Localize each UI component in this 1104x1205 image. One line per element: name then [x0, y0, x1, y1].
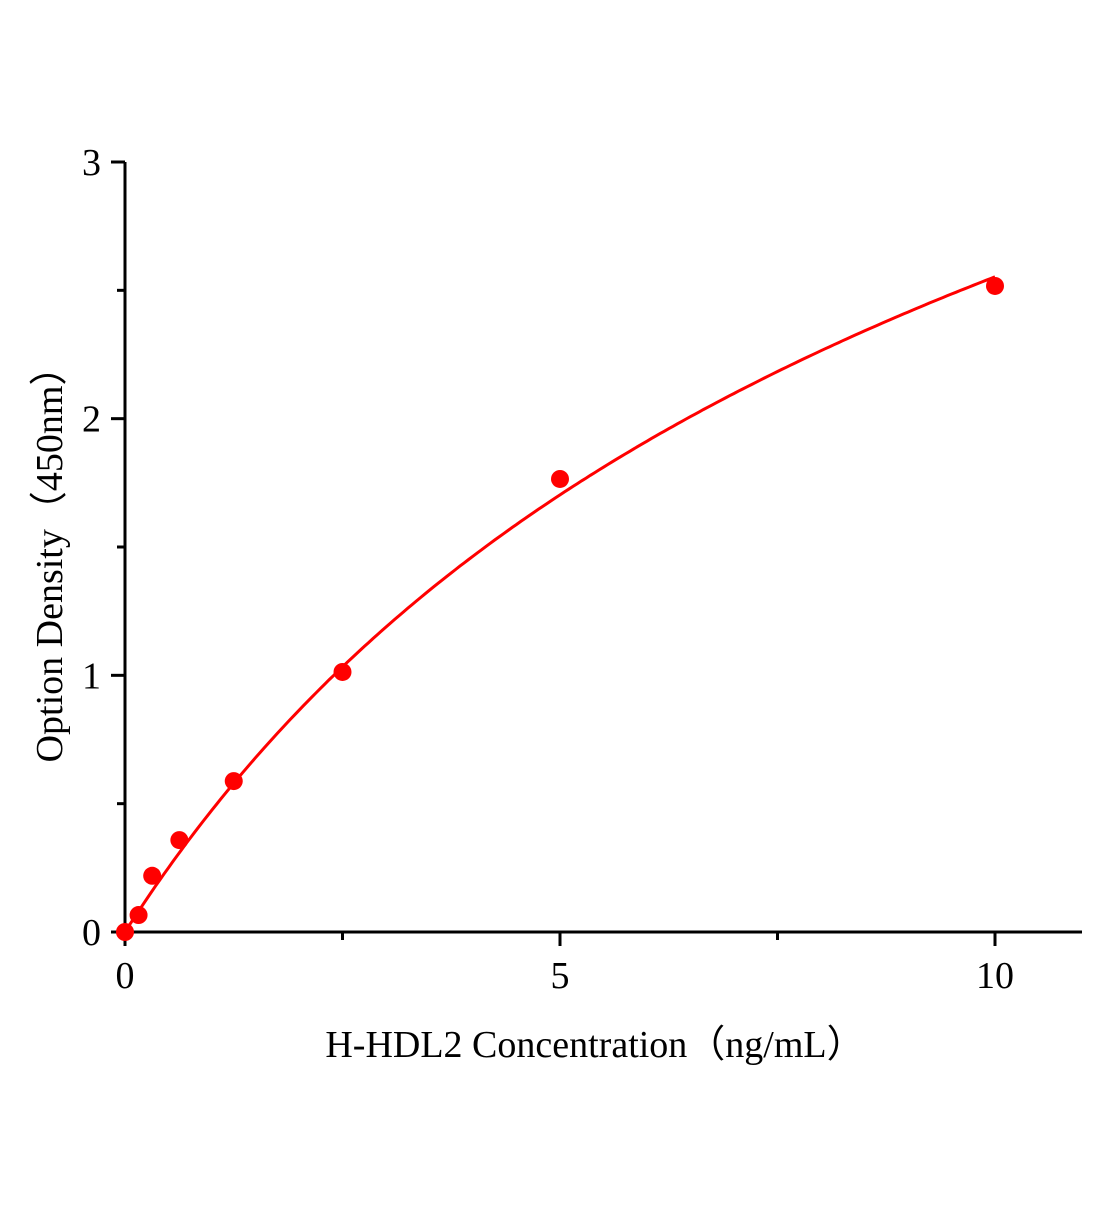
y-tick-label: 3: [82, 142, 101, 184]
points-group: [116, 276, 1004, 941]
y-axis-label: Option Density（450nm）: [29, 348, 71, 763]
data-point: [143, 866, 162, 885]
y-tick-label: 1: [82, 655, 101, 697]
x-tick-label: 0: [116, 955, 135, 997]
data-point: [986, 276, 1004, 295]
x-tick-label: 5: [551, 955, 570, 997]
data-point: [116, 923, 134, 941]
data-point: [129, 906, 148, 925]
x-tick-label: 10: [976, 955, 1014, 997]
x-axis-label: H-HDL2 Concentration（ng/mL）: [325, 1024, 864, 1066]
fit-curve-group: [123, 275, 996, 933]
fit-curve: [123, 275, 996, 933]
data-point: [333, 662, 352, 681]
data-point: [551, 469, 569, 488]
data-point: [170, 831, 189, 850]
y-tick-label: 0: [82, 912, 101, 954]
axes: 0 5 10 0 1 2 3: [82, 142, 1082, 997]
data-point: [224, 772, 243, 791]
y-tick-label: 2: [82, 399, 101, 441]
